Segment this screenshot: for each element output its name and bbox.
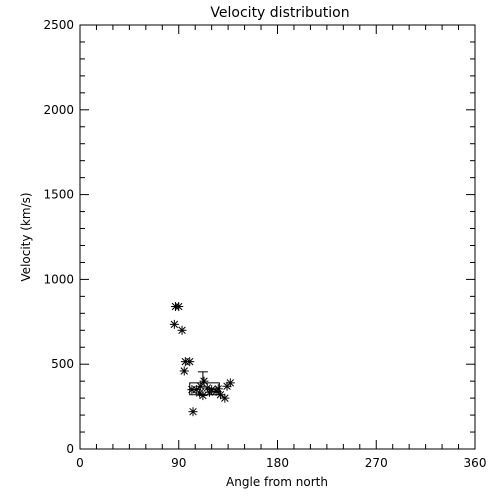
x-tick-label: 360 [464,456,487,470]
y-tick-label: 2000 [43,103,74,117]
y-tick-label: 500 [51,357,74,371]
data-points [169,302,235,417]
data-point [198,391,208,401]
data-point [177,325,187,335]
x-axis: 0 90 180 270 360 [76,25,486,470]
x-tick-label: 90 [171,456,186,470]
data-point [185,357,195,367]
data-point [179,366,189,376]
y-axis-label: Velocity (km/s) [19,192,33,281]
data-point [169,319,179,329]
chart-title: Velocity distribution [210,5,349,21]
y-tick-label: 2500 [43,18,74,32]
data-point [225,378,235,388]
y-tick-label: 0 [66,442,74,456]
data-point [174,302,184,312]
error-box-rect [189,382,220,396]
x-tick-label: 270 [365,456,388,470]
data-point [199,376,209,386]
data-point [213,384,223,394]
data-point [220,393,230,403]
error-box [189,371,220,396]
plot-frame [79,24,476,450]
y-tick-label: 1000 [43,272,74,286]
x-tick-label: 0 [76,456,84,470]
data-point [188,407,198,417]
y-axis: 0 500 1000 1500 2000 2500 [43,18,475,456]
data-point [204,387,214,397]
y-tick-label: 1500 [43,188,74,202]
x-axis-label: Angle from north [226,475,328,489]
x-tick-label: 180 [266,456,289,470]
